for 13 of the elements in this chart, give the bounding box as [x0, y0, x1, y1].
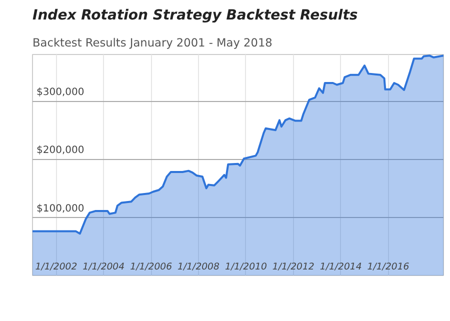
y-tick-label: $200,000: [36, 145, 84, 156]
x-tick-label: 1/1/2004: [82, 262, 125, 272]
chart-title: Index Rotation Strategy Backtest Results: [32, 8, 358, 24]
x-tick-label: 1/1/2006: [130, 262, 172, 272]
chart-subtitle: Backtest Results January 2001 - May 2018: [32, 36, 272, 50]
x-tick-label: 1/1/2010: [225, 262, 267, 272]
y-tick-label: $300,000: [36, 87, 84, 98]
x-tick-label: 1/1/2014: [320, 262, 362, 272]
x-tick-label: 1/1/2016: [367, 262, 410, 272]
y-tick-label: $100,000: [36, 203, 84, 214]
x-tick-label: 1/1/2012: [272, 262, 314, 272]
x-tick-label: 1/1/2008: [178, 262, 220, 272]
x-tick-label: 1/1/2002: [35, 262, 78, 272]
